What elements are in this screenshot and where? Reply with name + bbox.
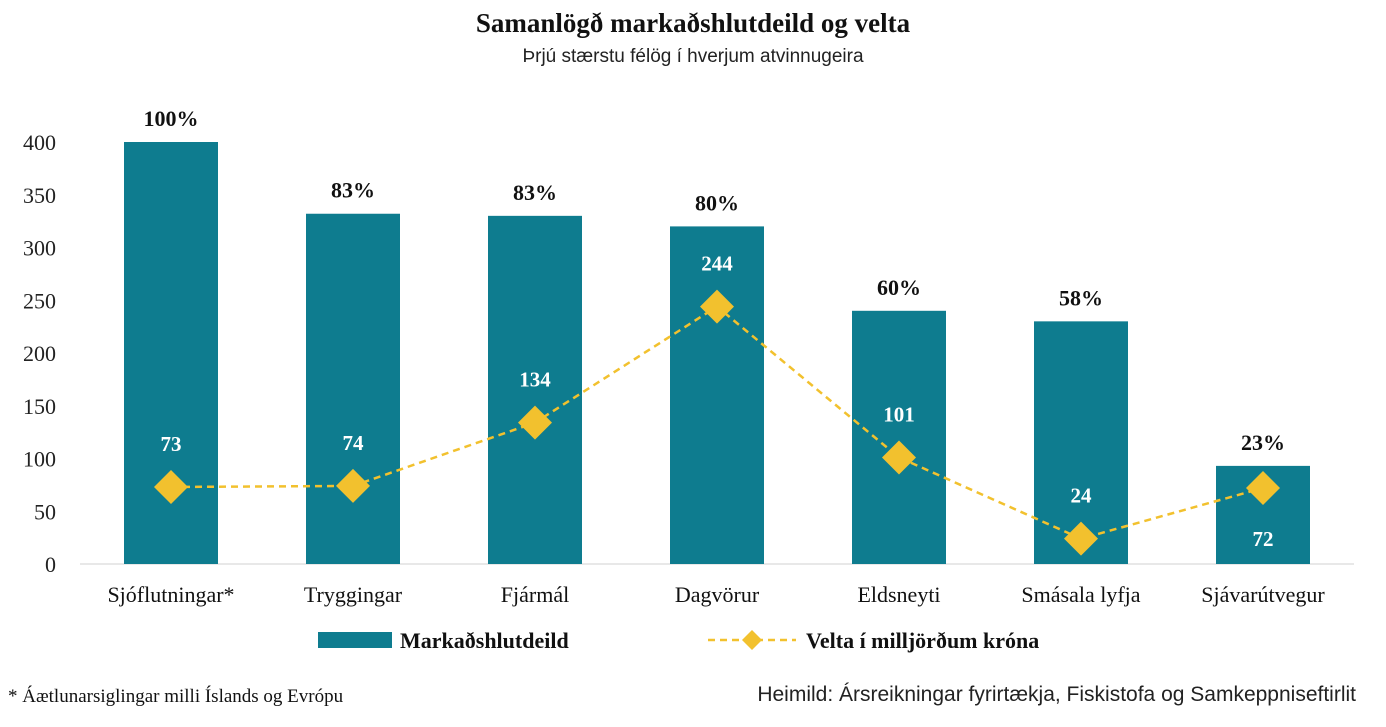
line-marker [700, 289, 734, 324]
footnote: * Áætlunarsiglingar milli Íslands og Evr… [8, 686, 344, 707]
x-tick-label: Fjármál [501, 582, 569, 607]
chart-subtitle: Þrjú stærstu félög í hverjum atvinnugeir… [522, 46, 864, 67]
line-data-label: 74 [343, 431, 365, 455]
bar-data-label: 80% [695, 190, 739, 215]
line-data-label: 134 [519, 368, 551, 392]
line-marker [882, 440, 916, 475]
line-data-label: 244 [701, 252, 733, 276]
bar-data-label: 58% [1059, 285, 1103, 310]
line-data-label: 24 [1071, 484, 1093, 508]
bar-data-label: 60% [877, 275, 921, 300]
x-tick-label: Eldsneyti [857, 582, 940, 607]
line-data-label: 101 [883, 402, 915, 426]
y-tick-label: 300 [23, 236, 56, 261]
bar [670, 226, 764, 564]
y-tick-label: 400 [23, 130, 56, 155]
line-marker [336, 468, 370, 503]
source-note: Heimild: Ársreikningar fyrirtækja, Fiski… [757, 683, 1356, 706]
bar [306, 213, 400, 565]
x-tick-label: Smásala lyfja [1021, 582, 1140, 607]
legend-swatch-bars [318, 632, 392, 648]
line-data-label: 73 [161, 432, 182, 456]
x-tick-label: Sjóflutningar* [107, 582, 234, 607]
line-marker [1064, 521, 1098, 556]
x-tick-label: Sjávarútvegur [1201, 582, 1325, 607]
y-tick-label: 250 [23, 288, 56, 313]
y-tick-label: 200 [23, 341, 56, 366]
bar-data-label: 83% [331, 178, 375, 203]
combo-chart: 0 50 100 150 200 250 300 350 400 100% 83% 83% 80% 60%… [23, 106, 1354, 653]
y-tick-label: 100 [23, 447, 56, 472]
x-tick-label: Dagvörur [675, 582, 760, 607]
line-data-label: 72 [1253, 527, 1274, 551]
x-tick-label: Tryggingar [304, 582, 403, 607]
bar [852, 310, 946, 564]
line-marker [518, 405, 552, 440]
legend-label-bars: Markaðshlutdeild [400, 628, 569, 653]
bar [488, 215, 582, 564]
bar-data-label: 100% [144, 106, 199, 131]
legend-marker [742, 630, 762, 650]
legend-label-line: Velta í milljörðum króna [806, 628, 1039, 653]
y-tick-label: 350 [23, 183, 56, 208]
bar-data-label: 23% [1241, 430, 1285, 455]
line-marker [154, 469, 188, 504]
y-tick-label: 0 [45, 552, 56, 577]
y-tick-label: 150 [23, 394, 56, 419]
chart-title: Samanlögð markaðshlutdeild og velta [475, 8, 911, 38]
line-marker [1246, 471, 1280, 506]
bar-data-label: 83% [513, 180, 557, 205]
y-tick-label: 50 [34, 499, 56, 524]
